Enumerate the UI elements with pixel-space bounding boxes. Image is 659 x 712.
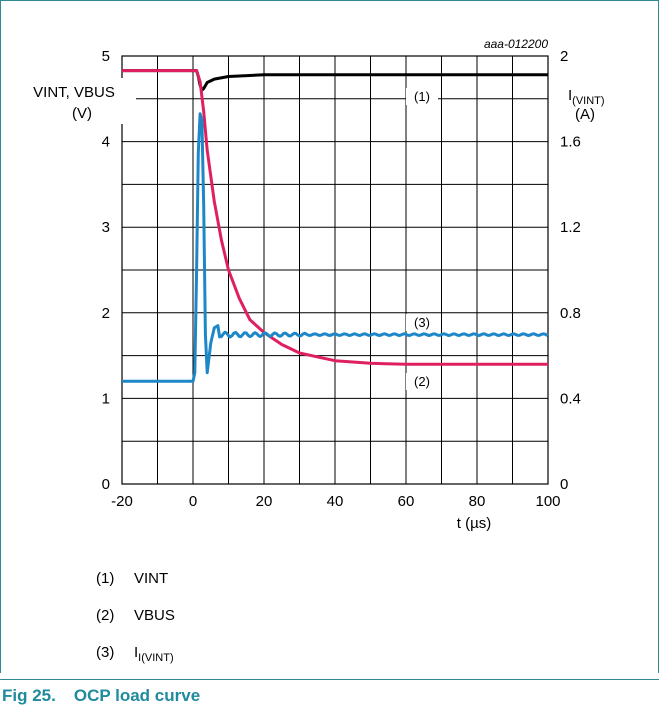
right-tick-label: 0.8 <box>560 305 581 322</box>
legend-item-1: (1) VINT <box>96 570 168 587</box>
series-line-3 <box>122 112 549 383</box>
right-tick-label: 1.6 <box>560 134 581 151</box>
x-tick-label: 40 <box>327 493 344 510</box>
left-tick-label: 0 <box>102 476 110 493</box>
figure-id-label: aaa-012200 <box>484 37 548 51</box>
callout-bg <box>406 88 438 105</box>
legend-num: (1) <box>96 570 115 587</box>
right-tick-label: 1.2 <box>560 219 581 236</box>
chart-grid <box>122 56 548 484</box>
figure-title: OCP load curve <box>73 686 201 705</box>
series-callouts: (1) (2) (3) <box>406 88 438 390</box>
callout-bg <box>406 314 438 331</box>
left-tick-label: 1 <box>102 390 110 407</box>
left-axis-ticks: 0 1 2 3 4 5 <box>102 48 110 493</box>
left-tick-label: 2 <box>102 305 110 322</box>
chart-series <box>122 69 549 383</box>
figure-caption: Fig 25. OCP load curve <box>0 679 659 711</box>
figure-number: Fig 25. <box>2 686 56 705</box>
series-callout-3: (3) <box>414 315 430 330</box>
left-axis-label: VINT, VBUS <box>33 84 115 101</box>
callout-bg <box>406 373 438 390</box>
legend-label: II(VINT) <box>134 644 174 664</box>
legend-item-3: (3) II(VINT) <box>96 644 174 664</box>
right-axis-unit: (A) <box>575 106 595 123</box>
right-axis-label: I(VINT) <box>568 87 605 107</box>
x-axis-ticks: -20 0 20 40 60 80 100 <box>111 493 560 510</box>
right-axis-ticks: 0 0.4 0.8 1.2 1.6 2 <box>560 48 581 493</box>
x-tick-label: 60 <box>398 493 415 510</box>
left-tick-label: 3 <box>102 219 110 236</box>
legend-num: (3) <box>96 644 115 661</box>
right-tick-label: 2 <box>560 48 568 65</box>
x-tick-label: 0 <box>189 493 197 510</box>
left-axis-unit: (V) <box>72 105 92 122</box>
x-tick-label: 20 <box>256 493 273 510</box>
right-tick-label: 0.4 <box>560 390 581 407</box>
left-tick-label: 4 <box>102 134 110 151</box>
x-axis-label: t (µs) <box>457 515 491 532</box>
plot-area-border <box>121 55 549 485</box>
left-axis-label-bg <box>12 78 136 124</box>
legend-label: VINT <box>134 570 169 587</box>
legend-num: (2) <box>96 607 115 624</box>
legend-label: VBUS <box>134 607 175 624</box>
series-callout-2: (2) <box>414 374 430 389</box>
x-tick-label: 100 <box>535 493 560 510</box>
legend-item-2: (2) VBUS <box>96 607 175 624</box>
series-line-2 <box>122 69 548 366</box>
x-tick-label: -20 <box>111 493 133 510</box>
x-tick-label: 80 <box>469 493 486 510</box>
left-tick-label: 5 <box>102 48 110 65</box>
series-callout-1: (1) <box>414 89 430 104</box>
right-tick-label: 0 <box>560 476 568 493</box>
plot-border <box>121 55 549 485</box>
